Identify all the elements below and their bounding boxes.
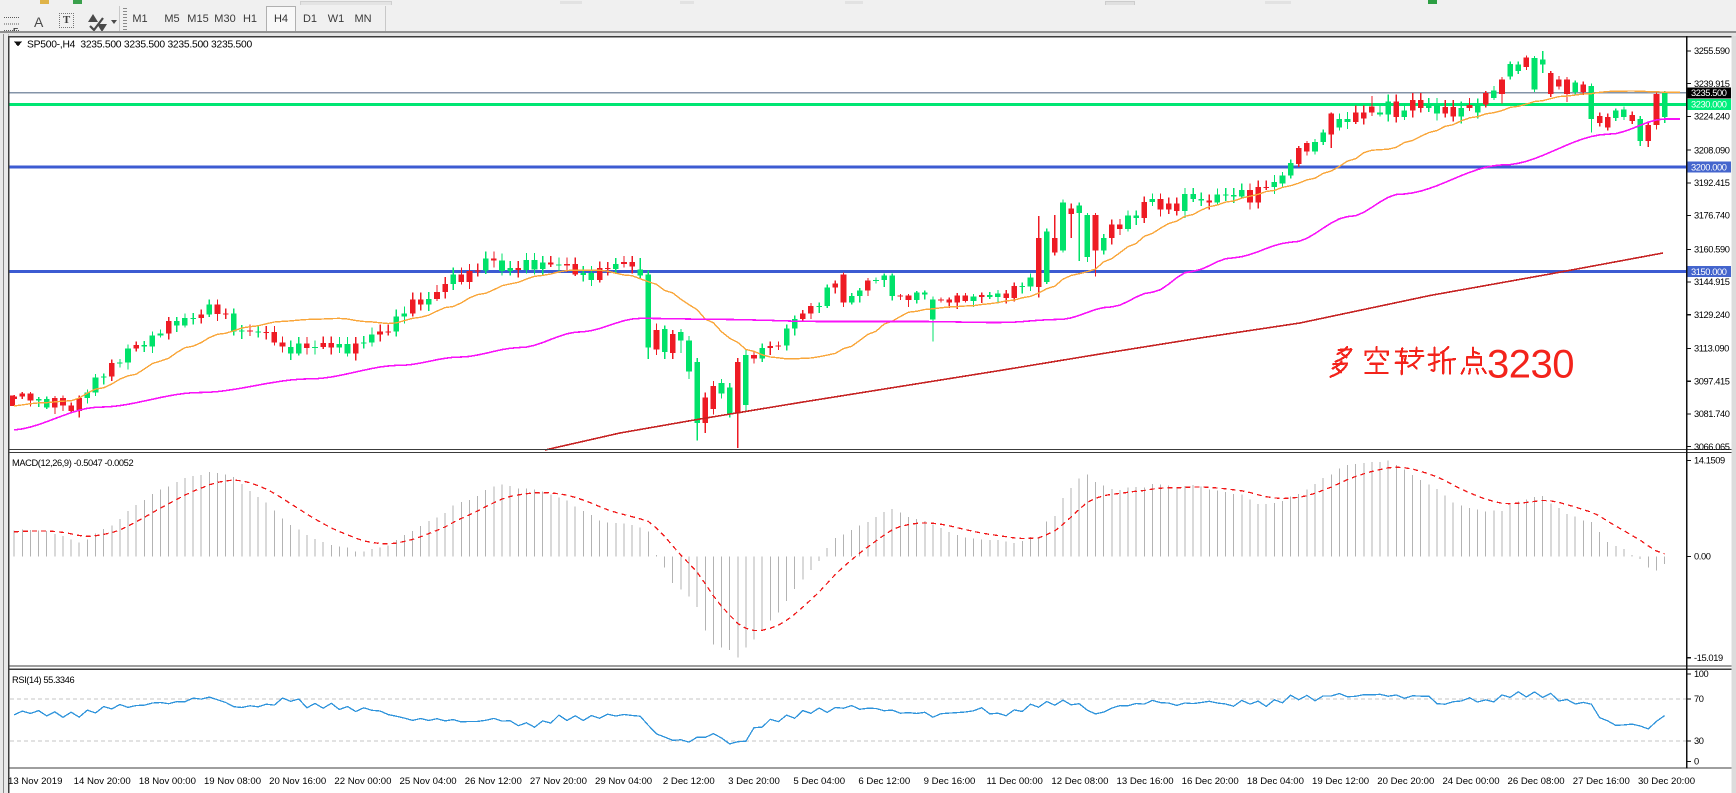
svg-text:0: 0 [1694,757,1699,767]
svg-text:6 Dec 12:00: 6 Dec 12:00 [858,776,910,787]
svg-text:30: 30 [1694,736,1704,746]
svg-text:14 Nov 20:00: 14 Nov 20:00 [74,776,131,787]
svg-text:3239.915: 3239.915 [1694,79,1730,89]
svg-text:3 Dec 20:00: 3 Dec 20:00 [728,776,780,787]
svg-text:3230: 3230 [1487,343,1574,387]
svg-text:18 Nov 00:00: 18 Nov 00:00 [139,776,196,787]
svg-text:18 Dec 04:00: 18 Dec 04:00 [1247,776,1304,787]
svg-text:13 Nov 2019: 13 Nov 2019 [8,776,62,787]
svg-text:16 Dec 20:00: 16 Dec 20:00 [1182,776,1239,787]
svg-text:9 Dec 16:00: 9 Dec 16:00 [924,776,976,787]
svg-text:3150.000: 3150.000 [1691,267,1727,277]
svg-text:20 Dec 20:00: 20 Dec 20:00 [1377,776,1434,787]
svg-text:30 Dec 20:00: 30 Dec 20:00 [1638,776,1695,787]
svg-text:26 Nov 12:00: 26 Nov 12:00 [465,776,522,787]
svg-text:3160.590: 3160.590 [1694,245,1730,255]
svg-text:27 Dec 16:00: 27 Dec 16:00 [1573,776,1630,787]
svg-text:12 Dec 08:00: 12 Dec 08:00 [1051,776,1108,787]
svg-text:26 Dec 08:00: 26 Dec 08:00 [1508,776,1565,787]
svg-text:3230.000: 3230.000 [1691,100,1727,110]
svg-text:25 Nov 04:00: 25 Nov 04:00 [400,776,457,787]
svg-text:24 Dec 00:00: 24 Dec 00:00 [1442,776,1499,787]
svg-text:27 Nov 20:00: 27 Nov 20:00 [530,776,587,787]
svg-text:29 Nov 04:00: 29 Nov 04:00 [595,776,652,787]
svg-text:3176.740: 3176.740 [1694,211,1730,221]
svg-text:20 Nov 16:00: 20 Nov 16:00 [269,776,326,787]
svg-text:3224.240: 3224.240 [1694,112,1730,122]
svg-text:F: F [13,26,18,35]
svg-text:3113.090: 3113.090 [1694,344,1729,354]
svg-text:MACD(12,26,9) -0.5047 -0.0052: MACD(12,26,9) -0.5047 -0.0052 [12,458,133,468]
svg-text:3235.500: 3235.500 [1691,88,1727,98]
svg-text:3097.415: 3097.415 [1694,376,1730,386]
svg-text:3129.240: 3129.240 [1694,310,1730,320]
svg-text:0.00: 0.00 [1694,552,1711,562]
svg-text:3081.740: 3081.740 [1694,409,1730,419]
svg-text:3066.065: 3066.065 [1694,442,1730,452]
svg-text:-15.019: -15.019 [1694,653,1723,663]
svg-text:SP500-,H4 3235.500 3235.500 3: SP500-,H4 3235.500 3235.500 3235.500 323… [27,40,252,51]
svg-text:RSI(14) 55.3346: RSI(14) 55.3346 [12,675,74,685]
svg-text:100: 100 [1694,669,1709,679]
svg-text:3192.415: 3192.415 [1694,178,1730,188]
svg-text:3144.915: 3144.915 [1694,277,1730,287]
svg-text:11 Dec 00:00: 11 Dec 00:00 [987,776,1043,787]
svg-text:3208.090: 3208.090 [1694,145,1730,155]
svg-text:3200.000: 3200.000 [1691,162,1727,172]
svg-text:70: 70 [1694,694,1704,704]
svg-text:2 Dec 12:00: 2 Dec 12:00 [663,776,715,787]
svg-text:5 Dec 04:00: 5 Dec 04:00 [793,776,845,787]
svg-text:14.1509: 14.1509 [1694,456,1725,466]
svg-text:19 Nov 08:00: 19 Nov 08:00 [204,776,261,787]
svg-text:13 Dec 16:00: 13 Dec 16:00 [1117,776,1174,787]
svg-text:19 Dec 12:00: 19 Dec 12:00 [1312,776,1369,787]
svg-text:22 Nov 00:00: 22 Nov 00:00 [334,776,391,787]
svg-text:3255.590: 3255.590 [1694,46,1730,56]
